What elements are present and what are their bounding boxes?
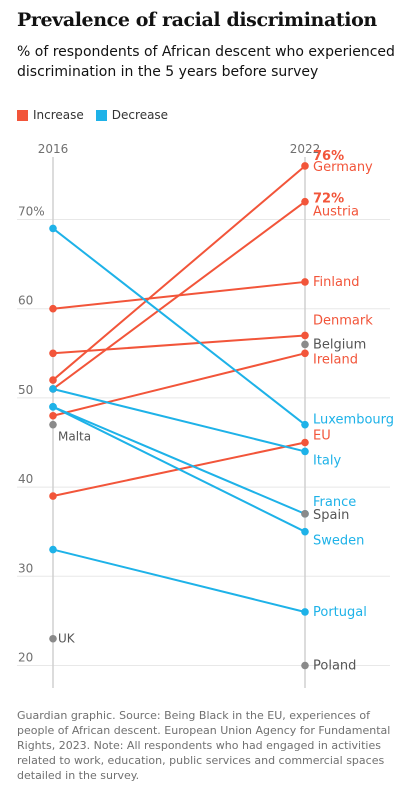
series-label: Luxembourg xyxy=(313,413,394,428)
x-label-2022: 2022 xyxy=(290,142,321,156)
series-label: Ireland xyxy=(313,352,358,367)
series-label: Germany xyxy=(313,160,373,175)
point-2016 xyxy=(49,376,57,384)
series-label: Denmark xyxy=(313,313,373,328)
point-2022 xyxy=(301,447,309,456)
series-label: France xyxy=(313,495,356,510)
chart-subtitle: % of respondents of African descent who … xyxy=(17,44,395,80)
point-2022 xyxy=(301,340,309,349)
chart-title: Prevalence of racial discrimination xyxy=(17,9,377,31)
series-label: EU xyxy=(313,429,331,444)
point-2022 xyxy=(301,438,309,447)
y-tick-label: 70% xyxy=(18,205,45,219)
series-line xyxy=(52,548,306,613)
series-label: Spain xyxy=(313,508,349,523)
point-2016 xyxy=(49,224,57,233)
series-label: Italy xyxy=(313,453,342,468)
y-tick-label: 60 xyxy=(18,294,33,308)
point-2022 xyxy=(301,349,309,358)
legend-swatch-decrease xyxy=(95,109,107,121)
y-tick-label: 20 xyxy=(18,651,33,665)
point-2016 xyxy=(49,420,57,429)
legend-item-decrease: Decrease xyxy=(95,108,169,122)
series-label: Finland xyxy=(313,275,359,290)
value-label: 72% xyxy=(313,192,344,207)
series-line xyxy=(52,164,306,382)
point-2016 xyxy=(49,403,57,411)
point-2022 xyxy=(301,661,309,670)
point-2022 xyxy=(301,162,309,170)
point-2016 xyxy=(49,385,57,393)
series-label: UK xyxy=(58,632,76,646)
y-tick-label: 50 xyxy=(18,383,33,397)
point-2022 xyxy=(301,420,309,429)
series-label: Malta xyxy=(58,430,91,444)
point-2016 xyxy=(49,349,57,358)
value-label: 76% xyxy=(313,149,344,164)
series-label: Poland xyxy=(313,659,356,674)
point-2022 xyxy=(301,510,309,518)
series-line xyxy=(52,280,306,310)
source-note: Guardian graphic. Source: Being Black in… xyxy=(17,709,391,782)
y-tick-label: 30 xyxy=(18,561,33,575)
point-2016 xyxy=(49,492,57,500)
y-tick-label: 40 xyxy=(18,472,33,486)
series-line xyxy=(52,405,306,533)
point-2016 xyxy=(49,545,57,554)
legend-swatch-increase xyxy=(17,109,28,121)
series-line xyxy=(52,227,306,426)
series-line xyxy=(52,334,306,355)
point-2022 xyxy=(301,278,309,286)
point-2016 xyxy=(49,304,57,313)
point-2016 xyxy=(49,411,57,420)
point-2016 xyxy=(49,634,57,643)
legend-label-increase: Increase xyxy=(33,108,84,122)
point-2022 xyxy=(301,197,309,206)
series-label: Austria xyxy=(313,205,359,220)
series-line xyxy=(52,405,306,515)
legend-label-decrease: Decrease xyxy=(111,108,169,122)
series-label: Portugal xyxy=(313,605,367,620)
x-label-2016: 2016 xyxy=(38,142,69,156)
series-label: Belgium xyxy=(313,337,366,352)
legend-item-increase: Increase xyxy=(17,108,84,122)
legend: Increase Decrease xyxy=(17,107,180,123)
point-2022 xyxy=(301,527,309,536)
series-line xyxy=(52,387,306,453)
series-label: Sweden xyxy=(313,534,364,549)
point-2022 xyxy=(301,608,309,616)
series-line xyxy=(52,352,306,417)
point-2022 xyxy=(301,331,309,340)
